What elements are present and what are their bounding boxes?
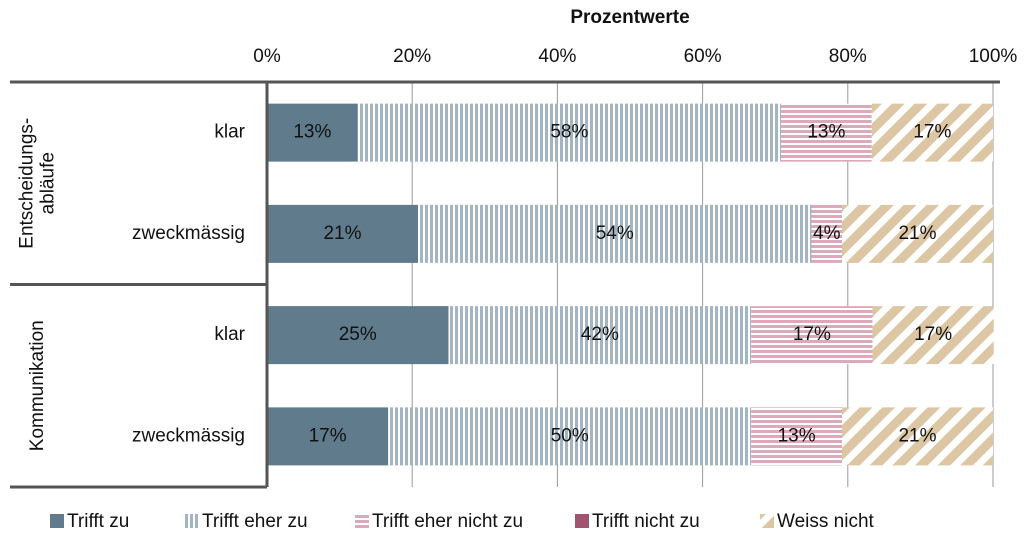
x-tick-label: 40%	[538, 46, 576, 67]
bar-segment	[871, 103, 993, 162]
bar-segment	[357, 103, 782, 162]
bar-segment	[811, 204, 842, 263]
data-label: 21%	[323, 223, 361, 244]
group-label-line: abläufe	[38, 152, 59, 214]
legend-label: Trifft zu	[67, 511, 129, 532]
data-label: 17%	[793, 324, 831, 345]
data-label: 50%	[551, 425, 589, 446]
bar-segment	[448, 306, 752, 365]
bar-segment	[751, 407, 842, 466]
category-label: zweckmässig	[132, 425, 245, 446]
x-tick-label: 60%	[684, 46, 722, 67]
group-label-line: Kommunikation	[27, 320, 48, 451]
bar-segment	[267, 306, 449, 365]
data-label: 21%	[898, 425, 936, 446]
bar-segment	[841, 407, 993, 466]
data-label: 13%	[778, 425, 816, 446]
data-label: 17%	[309, 425, 347, 446]
category-label: zweckmässig	[132, 223, 245, 244]
legend-swatch	[185, 514, 199, 528]
legend-swatch	[50, 514, 64, 528]
legend-label: Trifft nicht zu	[592, 511, 700, 532]
data-label: 54%	[596, 223, 634, 244]
legend-label: Trifft eher zu	[202, 511, 308, 532]
group-label: Kommunikation	[27, 320, 48, 451]
x-tick-label: 20%	[393, 46, 431, 67]
bar-segment	[418, 204, 812, 263]
data-label: 17%	[913, 122, 951, 143]
group-label: Entscheidungs-abläufe	[17, 118, 59, 249]
bar-segment	[267, 407, 389, 466]
x-tick-label: 0%	[253, 46, 281, 67]
legend-label: Weiss nicht	[777, 511, 875, 532]
group-label-line: Entscheidungs-	[17, 118, 38, 249]
data-label: 42%	[581, 324, 619, 345]
legend-swatch	[760, 514, 774, 528]
bar-segment	[841, 204, 993, 263]
bar-segment	[388, 407, 752, 466]
data-label: 17%	[914, 324, 952, 345]
bar-segment	[872, 306, 994, 365]
category-label: klar	[214, 122, 245, 143]
data-label: 4%	[813, 223, 841, 244]
data-label: 13%	[807, 122, 845, 143]
data-label: 25%	[339, 324, 377, 345]
bar-segment	[267, 204, 419, 263]
data-label: 58%	[550, 122, 588, 143]
bar-segment	[267, 103, 358, 162]
legend-label: Trifft eher nicht zu	[372, 511, 523, 532]
axis-title: Prozentwerte	[570, 7, 689, 28]
x-tick-label: 100%	[969, 46, 1018, 67]
bar-segment	[781, 103, 872, 162]
legend-swatch	[355, 514, 369, 528]
category-label: klar	[214, 324, 245, 345]
legend-swatch	[575, 514, 589, 528]
data-label: 21%	[898, 223, 936, 244]
bar-segment	[751, 306, 873, 365]
x-tick-label: 80%	[829, 46, 867, 67]
data-label: 13%	[293, 122, 331, 143]
